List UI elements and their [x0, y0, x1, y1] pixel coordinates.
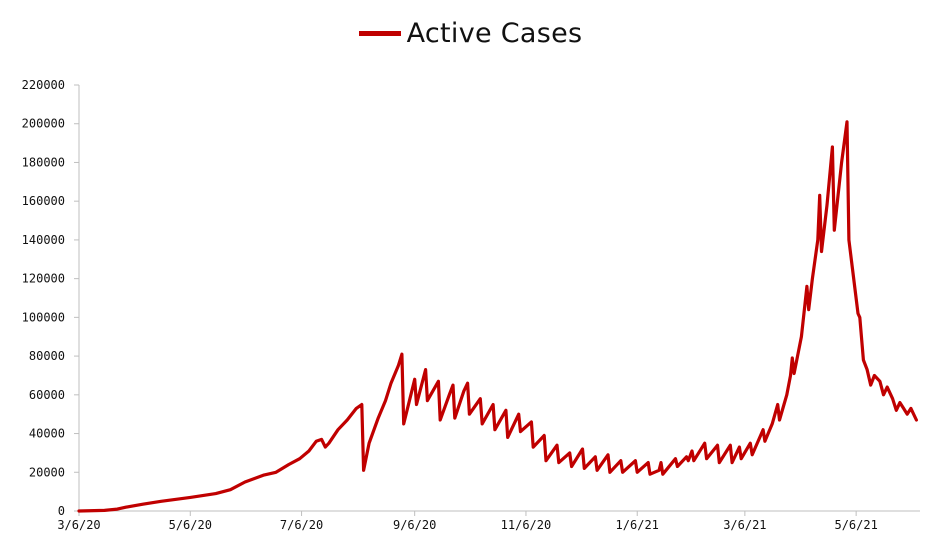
x-tick-label: 11/6/20	[501, 518, 552, 532]
y-tick-label: 20000	[29, 465, 65, 479]
legend-label-active-cases: Active Cases	[406, 18, 583, 49]
y-tick-label: 40000	[29, 427, 65, 441]
y-tick-label: 80000	[29, 349, 65, 363]
x-tick-label: 3/6/20	[57, 518, 100, 532]
y-tick-label: 120000	[22, 272, 65, 286]
y-tick-label: 200000	[22, 117, 65, 131]
x-tick-label: 5/6/21	[834, 518, 877, 532]
y-tick-label: 60000	[29, 388, 65, 402]
y-tick-label: 100000	[22, 310, 65, 324]
series-line-active-cases	[77, 120, 919, 513]
x-tick-label: 3/6/21	[723, 518, 766, 532]
y-tick-label: 0	[58, 504, 65, 518]
y-tick-label: 180000	[22, 155, 65, 169]
x-tick-label: 1/6/21	[616, 518, 659, 532]
y-tick-label: 140000	[22, 233, 65, 247]
y-tick-label: 160000	[22, 194, 65, 208]
y-tick-label: 220000	[22, 78, 65, 92]
legend-swatch	[358, 31, 401, 36]
x-tick-label: 5/6/20	[169, 518, 212, 532]
x-tick-label: 9/6/20	[393, 518, 436, 532]
legend: Active Cases	[0, 18, 941, 49]
x-tick-label: 7/6/20	[280, 518, 323, 532]
